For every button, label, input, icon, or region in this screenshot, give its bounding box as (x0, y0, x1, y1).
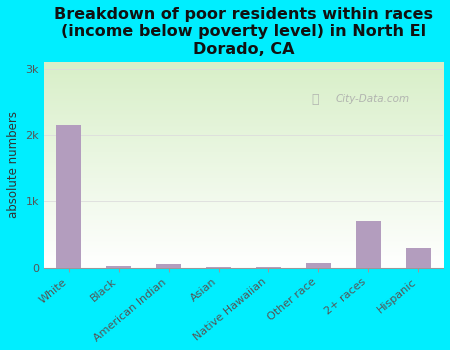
Bar (306, 262, 331, 268)
Bar (356, 221, 381, 268)
Bar (106, 266, 131, 268)
Text: ⦾: ⦾ (311, 93, 319, 106)
Title: Breakdown of poor residents within races
(income below poverty level) in North E: Breakdown of poor residents within races… (54, 7, 433, 57)
Bar (206, 267, 231, 268)
Text: City-Data.com: City-Data.com (335, 94, 410, 104)
Y-axis label: absolute numbers: absolute numbers (7, 111, 20, 218)
Bar (156, 264, 181, 268)
Bar (56, 125, 81, 268)
Bar (405, 248, 431, 268)
